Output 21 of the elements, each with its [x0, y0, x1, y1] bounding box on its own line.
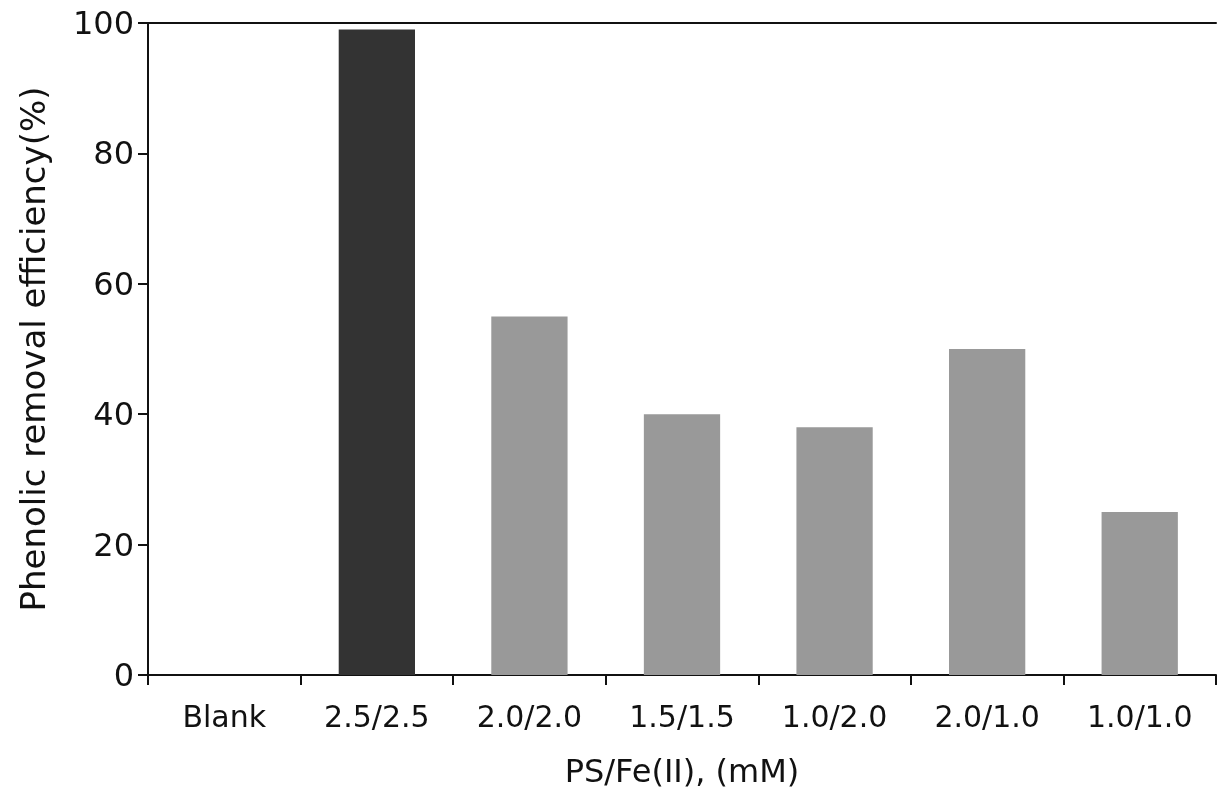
bar: [338, 29, 415, 675]
y-tick-label: 40: [93, 395, 134, 434]
x-axis-title: PS/Fe(II), (mM): [564, 752, 800, 790]
y-tick-label: 20: [93, 525, 134, 564]
y-tick-label: 80: [93, 134, 134, 173]
bar: [796, 427, 873, 675]
x-tick-label: 2.5/2.5: [324, 698, 430, 734]
x-tick-label: 1.0/2.0: [781, 698, 888, 734]
bar: [1101, 512, 1178, 675]
y-axis-title: Phenolic removal efficiency(%): [13, 86, 53, 612]
y-tick-label: 0: [113, 656, 134, 694]
bar: [949, 349, 1026, 675]
y-tick-label: 60: [93, 264, 134, 303]
x-tick-label: 1.5/1.5: [629, 698, 735, 734]
bar: [643, 414, 721, 675]
bar: [491, 316, 568, 675]
x-tick-label: Blank: [182, 698, 267, 734]
x-tick-label: 2.0/2.0: [476, 698, 583, 734]
y-tick-label: 100: [72, 4, 134, 42]
x-tick-label: 2.0/1.0: [934, 698, 1040, 734]
x-tick-label: 1.0/1.0: [1086, 698, 1193, 734]
